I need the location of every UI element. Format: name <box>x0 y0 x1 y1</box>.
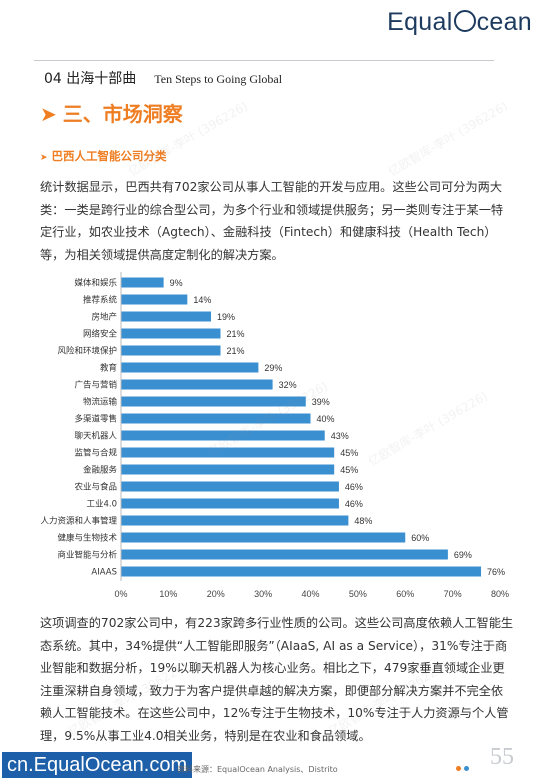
page-dots <box>456 756 472 775</box>
section-title-cn: 04 出海十部曲 <box>44 71 137 87</box>
header-divider <box>34 60 494 61</box>
value-label: 43% <box>331 431 349 441</box>
bar <box>121 294 188 305</box>
value-label: 69% <box>454 550 472 560</box>
category-label: 网络安全 <box>83 329 118 340</box>
category-label: 广告与营销 <box>74 380 117 391</box>
bar <box>121 515 349 526</box>
value-label: 40% <box>317 414 335 424</box>
category-label: 物流运输 <box>83 397 118 408</box>
bar <box>121 277 164 288</box>
heading-arrow-icon: ➤ <box>40 102 57 126</box>
bar <box>121 311 212 322</box>
bar <box>121 396 306 407</box>
footer-url-link[interactable]: cn.EqualOcean.com <box>2 752 193 778</box>
bar <box>121 566 482 577</box>
bar <box>121 345 221 356</box>
bar <box>121 464 335 475</box>
orange-dot-icon <box>456 766 461 771</box>
bar <box>121 413 311 424</box>
logo-o-ring-icon <box>453 10 476 32</box>
value-label: 46% <box>345 499 363 509</box>
value-label: 45% <box>340 448 358 458</box>
category-label: AIAAS <box>91 568 117 578</box>
x-tick-label: 20% <box>207 589 225 599</box>
category-label: 教育 <box>100 363 117 374</box>
x-tick-label: 80% <box>491 589 509 599</box>
value-label: 46% <box>345 482 363 492</box>
x-tick-label: 70% <box>444 589 462 599</box>
intro-paragraph: 统计数据显示，巴西共有702家公司从事人工智能的开发与应用。这些公司可分为两大类… <box>40 180 504 262</box>
x-tick-label: 10% <box>159 589 177 599</box>
bar <box>121 379 273 390</box>
value-label: 32% <box>279 380 297 390</box>
x-tick-label: 50% <box>349 589 367 599</box>
category-label: 工业4.0 <box>86 499 117 510</box>
value-label: 39% <box>312 397 330 407</box>
subheading-arrow-icon: ➤ <box>40 153 48 163</box>
section-title-en: Ten Steps to Going Global <box>154 72 283 86</box>
category-label: 监管与合规 <box>74 448 117 459</box>
section-header: 04 出海十部曲 Ten Steps to Going Global <box>44 68 282 88</box>
category-label: 人力资源和人事管理 <box>40 516 117 527</box>
category-label: 房地产 <box>91 312 117 323</box>
subheading: ➤ 巴西人工智能公司分类 <box>40 148 167 164</box>
heading-text: 三、市场洞察 <box>62 102 183 126</box>
equalocean-logo: Equal cean <box>387 8 532 36</box>
value-label: 21% <box>226 346 244 356</box>
category-label: 金融服务 <box>83 465 118 476</box>
bar <box>121 498 339 509</box>
bar-chart: 媒体和娱乐 9% 推荐系统 14% 房地产 19% 网络安全 21% 风险和环境保护 21% 教育 2… <box>40 272 509 599</box>
bar <box>121 430 325 441</box>
blue-dot-icon <box>464 766 469 771</box>
page-heading: ➤ 三、市场洞察 <box>40 98 183 127</box>
category-label: 多渠道零售 <box>74 414 117 425</box>
category-label: 健康与生物技术 <box>57 533 117 544</box>
value-label: 21% <box>226 329 244 339</box>
category-label: 推荐系统 <box>83 295 118 306</box>
value-label: 76% <box>487 567 505 577</box>
bar <box>121 549 448 560</box>
source-note: 资料来源：EqualOcean Analysis、Distrito <box>177 765 338 774</box>
category-label: 农业与食品 <box>74 482 117 493</box>
category-label: 风险和环境保护 <box>57 346 117 357</box>
value-label: 45% <box>340 465 358 475</box>
bar <box>121 328 221 339</box>
bar <box>121 447 335 458</box>
page-number: 55 <box>490 744 514 770</box>
value-label: 14% <box>193 295 211 305</box>
x-tick-label: 60% <box>396 589 414 599</box>
value-label: 60% <box>411 533 429 543</box>
value-label: 19% <box>217 312 235 322</box>
subheading-text: 巴西人工智能公司分类 <box>51 149 167 163</box>
category-label: 媒体和娱乐 <box>74 278 117 289</box>
category-label: 聊天机器人 <box>74 431 117 442</box>
x-tick-label: 40% <box>301 589 319 599</box>
value-label: 48% <box>354 516 372 526</box>
bar <box>121 362 259 373</box>
value-label: 29% <box>264 363 282 373</box>
watermark: 亿欧智库-李叶 (396226) <box>385 99 511 179</box>
bar <box>121 532 406 543</box>
x-tick-label: 30% <box>254 589 272 599</box>
analysis-paragraph: 这项调查的702家公司中，有223家跨多行业性质的公司。这些公司高度依赖人工智能… <box>40 616 514 743</box>
category-label: 商业智能与分析 <box>57 550 117 561</box>
bar <box>121 481 339 492</box>
value-label: 9% <box>170 278 183 288</box>
x-tick-label: 0% <box>114 589 127 599</box>
